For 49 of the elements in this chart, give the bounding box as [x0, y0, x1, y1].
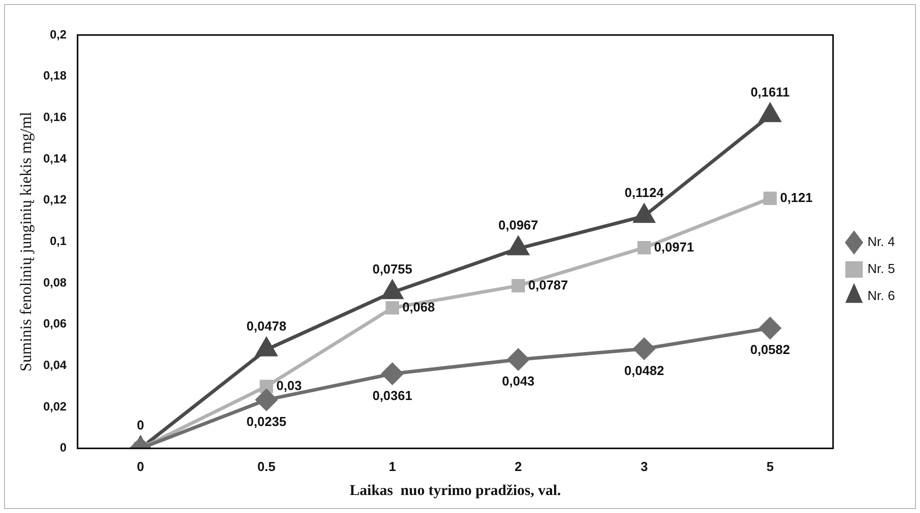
data-label: 0,121	[780, 190, 813, 205]
data-label: 0,0582	[750, 342, 790, 358]
legend-label: Nr. 4	[868, 234, 896, 250]
point	[256, 389, 278, 411]
legend-label: Nr. 6	[868, 288, 896, 304]
point	[260, 380, 274, 394]
y-axis-title: Suminis fenolinių junginių kiekis mg/ml	[18, 111, 35, 372]
data-label: 0,0361	[372, 388, 412, 403]
data-label: 0,0235	[246, 414, 286, 429]
point	[763, 192, 777, 205]
y-tick-label: 0,12	[43, 192, 67, 207]
x-tick-label: 0	[136, 458, 144, 474]
y-tick-label: 0,16	[43, 110, 67, 124]
y-tick-label: 0,1	[50, 234, 67, 248]
y-tick-label: 0,06	[43, 316, 67, 331]
data-label: 0,068	[402, 299, 435, 314]
y-tick-label: 0	[60, 440, 67, 455]
data-label: 0,0971	[654, 239, 694, 254]
point	[382, 363, 404, 385]
data-label: 0,0482	[624, 362, 664, 378]
point	[637, 240, 651, 254]
legend-label: Nr. 5	[868, 261, 896, 276]
x-tick-label: 5	[766, 458, 774, 474]
point	[512, 279, 525, 292]
data-label: 0,0967	[498, 218, 538, 233]
data-label: 0,0787	[528, 277, 568, 292]
x-tick-label: 3	[640, 458, 648, 474]
point	[759, 317, 781, 339]
x-tick-label: 2	[514, 458, 522, 474]
data-label: 0,0755	[372, 261, 412, 276]
point	[508, 348, 530, 370]
point	[633, 338, 655, 360]
y-tick-label: 0,02	[43, 399, 67, 414]
y-tick-label: 0,18	[43, 68, 67, 83]
x-tick-label: 0.5	[257, 458, 276, 474]
x-axis-title: Laikas nuo tyrimo pradžios, val.	[350, 482, 562, 499]
data-label: 0,1124	[624, 185, 664, 200]
data-label: 0,1611	[750, 84, 790, 100]
y-tick-label: 0,08	[43, 275, 67, 290]
point	[760, 104, 780, 122]
y-tick-label: 0,2	[50, 27, 67, 42]
data-label: 0,043	[502, 374, 535, 389]
data-label: 0,0478	[246, 318, 286, 334]
y-tick-label: 0,14	[43, 151, 67, 166]
point	[386, 301, 400, 315]
data-label: 0	[136, 417, 144, 432]
data-label: 0,03	[276, 378, 302, 393]
x-tick-label: 1	[388, 458, 396, 474]
y-tick-label: 0,04	[43, 358, 67, 372]
